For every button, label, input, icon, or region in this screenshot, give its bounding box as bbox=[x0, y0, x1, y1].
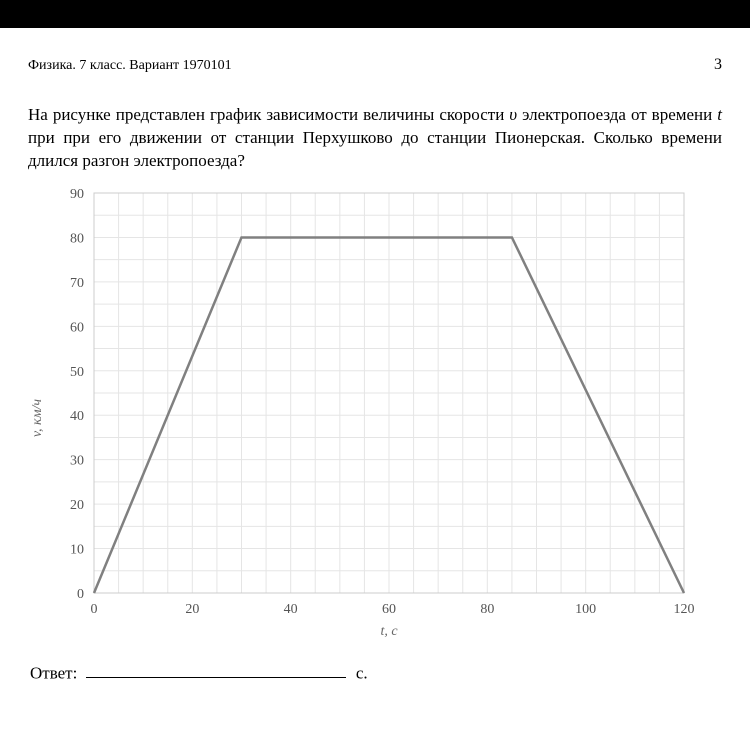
svg-text:100: 100 bbox=[575, 602, 596, 617]
answer-label: Ответ: bbox=[30, 663, 77, 682]
svg-text:80: 80 bbox=[480, 602, 494, 617]
svg-text:30: 30 bbox=[70, 453, 84, 468]
velocity-time-chart: v, км/ч 0 10 20 30 40 50 60 70 80 90 0 20 40 60 80 100 1… bbox=[24, 183, 714, 653]
svg-text:40: 40 bbox=[284, 602, 298, 617]
problem-symbol-v: υ bbox=[509, 105, 517, 124]
document-header: Физика. 7 класс. Вариант 1970101 3 bbox=[28, 56, 722, 74]
problem-part-2: электропоезда от времени bbox=[517, 105, 717, 124]
y-axis-label: v, км/ч bbox=[30, 388, 46, 448]
svg-text:50: 50 bbox=[70, 365, 84, 380]
answer-line: Ответ: с. bbox=[30, 663, 722, 683]
svg-text:60: 60 bbox=[382, 602, 396, 617]
page-number: 3 bbox=[714, 56, 722, 74]
browser-top-bar bbox=[0, 0, 750, 28]
chart-svg: 0 10 20 30 40 50 60 70 80 90 0 20 40 60 80 100 120 t, c bbox=[24, 183, 714, 653]
svg-text:40: 40 bbox=[70, 409, 84, 424]
problem-text: На рисунке представлен график зависимост… bbox=[28, 104, 722, 173]
svg-text:10: 10 bbox=[70, 542, 84, 557]
problem-part-0: На рисунке представлен график зависимост… bbox=[28, 105, 509, 124]
problem-part-4: при при его движении от станции Перхушко… bbox=[28, 128, 722, 170]
svg-text:60: 60 bbox=[70, 320, 84, 335]
subject-variant: Физика. 7 класс. Вариант 1970101 bbox=[28, 58, 232, 74]
svg-text:20: 20 bbox=[185, 602, 199, 617]
document-page: Физика. 7 класс. Вариант 1970101 3 На ри… bbox=[0, 28, 750, 683]
svg-text:90: 90 bbox=[70, 187, 84, 202]
svg-text:20: 20 bbox=[70, 498, 84, 513]
svg-text:t, c: t, c bbox=[380, 624, 398, 639]
answer-unit: с. bbox=[356, 663, 368, 682]
svg-text:0: 0 bbox=[91, 602, 98, 617]
problem-symbol-t: t bbox=[717, 105, 722, 124]
svg-text:80: 80 bbox=[70, 231, 84, 246]
answer-blank bbox=[86, 663, 346, 678]
svg-text:120: 120 bbox=[674, 602, 695, 617]
svg-text:70: 70 bbox=[70, 276, 84, 291]
svg-text:0: 0 bbox=[77, 587, 84, 602]
